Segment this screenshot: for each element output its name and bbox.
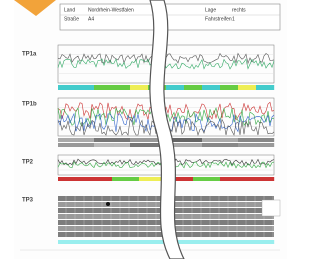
band-segment [247,177,274,181]
band-segment [58,85,76,90]
panel-label: TP2 [22,160,34,166]
field-value: A4 [88,16,94,22]
panel-label: TP1a [22,52,37,58]
band-segment [256,85,274,90]
band-segment [58,143,94,147]
band-segment [94,85,112,90]
field-value: rechts [232,7,246,13]
band-segment [76,85,94,90]
band-segment [202,85,220,90]
band-segment [238,85,256,90]
field-label: Straße [64,16,79,22]
band-segment [220,85,238,90]
field-label: Land [64,7,75,13]
band-segment [85,177,112,181]
band-segment [166,85,184,90]
band-segment [112,85,130,90]
band-segment [94,138,130,142]
band-segment [220,177,247,181]
field-value: 1 [232,16,235,22]
field-label: Fahrstreifen [205,16,232,22]
band-segment [238,138,274,142]
marker [106,202,110,206]
band-segment [58,138,94,142]
band-segment [130,85,148,90]
band-segment [184,85,202,90]
legend-box [262,200,280,216]
panel-label: TP3 [22,198,34,204]
band-segment [238,143,274,147]
band-segment [58,177,85,181]
band-segment [202,143,238,147]
band-segment [94,143,130,147]
band-segment [112,177,139,181]
field-label: Lage [205,7,216,13]
field-value: Nordrhein-Westfalen [88,7,134,13]
band-segment [202,138,238,142]
document-thumbnail: Land Nordrhein-Westfalen Straße A4 Lage recht… [0,0,287,259]
panel-label: TP1b [22,102,37,108]
band-segment [193,177,220,181]
page: Land Nordrhein-Westfalen Straße A4 Lage recht… [0,0,287,259]
